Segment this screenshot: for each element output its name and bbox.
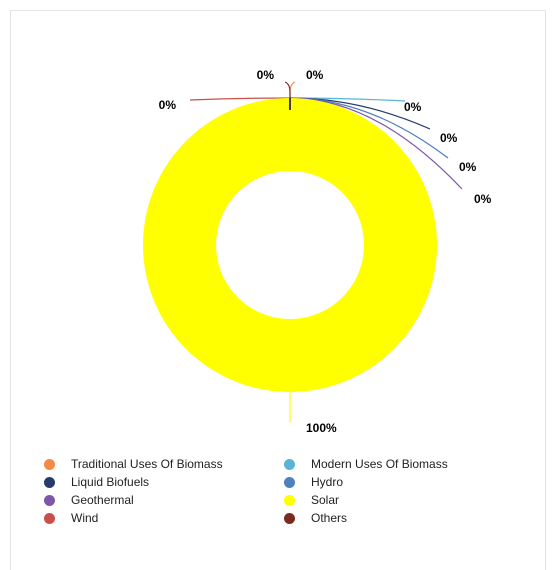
legend-label: Traditional Uses Of Biomass <box>71 457 223 471</box>
legend-marker-icon <box>44 476 55 488</box>
legend-marker-icon <box>44 458 55 470</box>
data-labels: 0% 0% 0% 0% 0% 0% 0% 100% <box>159 68 492 435</box>
legend-item-traditional-uses-of-biomass[interactable]: Traditional Uses Of Biomass <box>44 457 284 471</box>
legend-label: Solar <box>311 493 340 507</box>
legend-item-wind[interactable]: Wind <box>44 511 284 525</box>
legend-label: Geothermal <box>71 493 134 507</box>
legend-item-hydro[interactable]: Hydro <box>284 475 514 489</box>
data-label-wind: 0% <box>159 98 177 112</box>
leader-line-others <box>284 81 291 98</box>
legend-marker-icon <box>44 512 55 524</box>
donut-chart: 0% 0% 0% 0% 0% 0% 0% 100% <box>142 68 492 435</box>
legend-marker-icon <box>284 458 295 470</box>
legend-item-modern-uses-of-biomass[interactable]: Modern Uses Of Biomass <box>284 457 514 471</box>
data-label-traditional-uses-of-biomass: 0% <box>306 68 324 82</box>
legend-label: Others <box>311 511 348 525</box>
legend-label: Liquid Biofuels <box>71 475 150 489</box>
data-label-modern-uses-of-biomass: 0% <box>404 100 422 114</box>
data-label-liquid-biofuels: 0% <box>440 131 458 145</box>
legend-marker-icon <box>44 494 55 506</box>
legend-item-geothermal[interactable]: Geothermal <box>44 493 284 507</box>
data-label-solar: 100% <box>306 421 337 435</box>
legend-label: Hydro <box>311 475 344 489</box>
data-label-hydro: 0% <box>459 160 477 174</box>
legend-label: Modern Uses Of Biomass <box>311 457 448 471</box>
label-connectors <box>189 81 463 422</box>
slice-solar[interactable] <box>142 98 437 392</box>
data-label-others: 0% <box>257 68 275 82</box>
legend-item-liquid-biofuels[interactable]: Liquid Biofuels <box>44 475 284 489</box>
legend-marker-icon <box>284 512 295 524</box>
donut-slices <box>142 98 437 392</box>
data-label-geothermal: 0% <box>474 192 492 206</box>
zero-slices-sliver <box>289 98 291 110</box>
legend-marker-icon <box>284 494 295 506</box>
chart-legend: Traditional Uses Of Biomass Modern Uses … <box>44 457 514 525</box>
leader-line-wind <box>189 97 291 101</box>
leader-line-traditional-uses-of-biomass <box>289 81 296 98</box>
legend-item-others[interactable]: Others <box>284 511 514 525</box>
legend-item-solar[interactable]: Solar <box>284 493 514 507</box>
legend-marker-icon <box>284 476 295 488</box>
leader-line-geothermal <box>289 97 463 190</box>
legend-label: Wind <box>71 511 99 525</box>
